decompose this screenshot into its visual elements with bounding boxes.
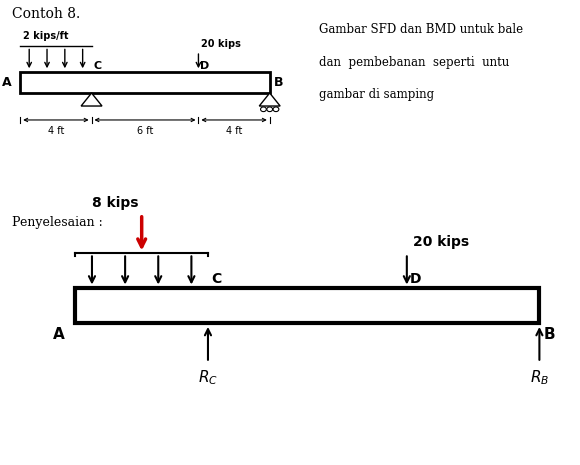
Text: C: C <box>93 60 101 71</box>
Bar <box>75 288 539 323</box>
Text: $R_B$: $R_B$ <box>530 368 549 387</box>
Text: 6 ft: 6 ft <box>137 126 153 137</box>
Circle shape <box>273 107 279 112</box>
Text: D: D <box>409 272 421 286</box>
Bar <box>20 72 270 93</box>
Text: B: B <box>274 76 284 89</box>
Text: $R_C$: $R_C$ <box>198 368 218 387</box>
Text: 20 kips: 20 kips <box>412 235 469 249</box>
Text: Contoh 8.: Contoh 8. <box>12 7 80 21</box>
Circle shape <box>267 107 273 112</box>
Text: D: D <box>200 60 209 71</box>
Text: gambar di samping: gambar di samping <box>319 88 434 101</box>
Text: A: A <box>2 76 12 89</box>
Text: Penyelesaian :: Penyelesaian : <box>12 216 102 229</box>
Polygon shape <box>81 93 102 106</box>
Text: 20 kips: 20 kips <box>201 39 241 49</box>
Circle shape <box>260 107 266 112</box>
Text: 4 ft: 4 ft <box>226 126 242 137</box>
Polygon shape <box>259 93 280 106</box>
Text: 4 ft: 4 ft <box>48 126 64 137</box>
Text: Gambar SFD dan BMD untuk bale: Gambar SFD dan BMD untuk bale <box>319 23 523 36</box>
Text: 2 kips/ft: 2 kips/ft <box>23 31 68 41</box>
Text: dan  pembebanan  seperti  untu: dan pembebanan seperti untu <box>319 56 509 69</box>
Text: C: C <box>211 272 221 286</box>
Text: A: A <box>53 327 65 342</box>
Text: 8 kips: 8 kips <box>92 196 139 210</box>
Text: B: B <box>544 327 556 342</box>
